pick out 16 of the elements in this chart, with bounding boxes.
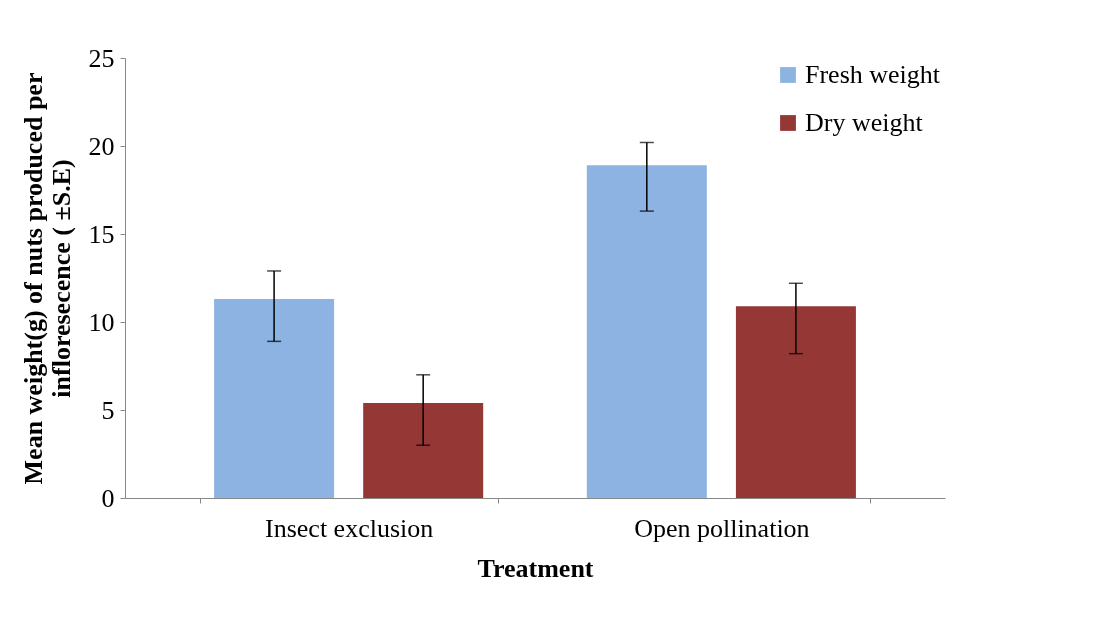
bar bbox=[214, 299, 335, 498]
y-tick-label: 25 bbox=[88, 43, 115, 73]
bar bbox=[735, 306, 856, 498]
y-tick-label: 0 bbox=[101, 483, 115, 513]
y-tick-label: 5 bbox=[101, 395, 115, 425]
y-tick-label: 15 bbox=[88, 219, 115, 249]
x-tick-label: Open pollination bbox=[634, 513, 810, 543]
y-tick-label: 20 bbox=[88, 131, 115, 161]
bar bbox=[363, 402, 484, 498]
bar bbox=[586, 165, 707, 498]
x-tick-label: Insect exclusion bbox=[265, 513, 434, 543]
x-axis-title: Treatment bbox=[477, 553, 594, 583]
legend-label: Fresh weight bbox=[805, 60, 941, 89]
legend-label: Dry weight bbox=[805, 108, 924, 137]
y-axis-title: Mean weight(g) of nuts produced per infloresecence ( ±S.E) bbox=[18, 72, 76, 485]
y-tick-label: 10 bbox=[88, 307, 115, 337]
